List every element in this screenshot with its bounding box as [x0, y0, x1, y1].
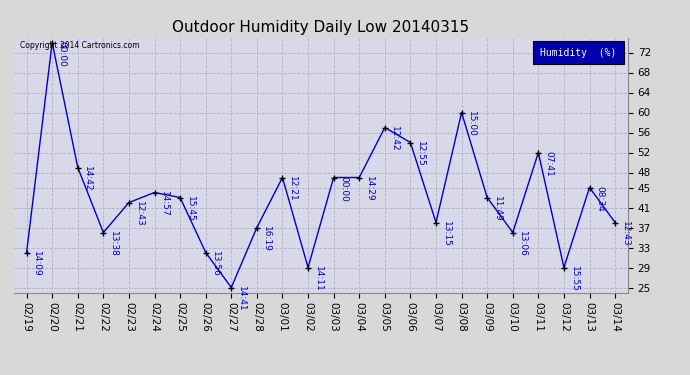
Text: 12:21: 12:21: [288, 176, 297, 202]
Text: 00:00: 00:00: [339, 176, 348, 202]
Text: 11:49: 11:49: [493, 196, 502, 222]
Text: 15:45: 15:45: [186, 196, 195, 222]
Text: 14:29: 14:29: [365, 176, 374, 202]
Text: 12:43: 12:43: [135, 201, 144, 227]
Text: 14:09: 14:09: [32, 251, 41, 277]
Text: 16:19: 16:19: [262, 226, 271, 252]
Text: 08:34: 08:34: [595, 186, 604, 212]
Text: 12:55: 12:55: [416, 141, 425, 167]
Text: 14:11: 14:11: [314, 266, 323, 292]
Text: 12:43: 12:43: [621, 221, 630, 247]
Text: 15:55: 15:55: [569, 266, 578, 292]
Text: 15:00: 15:00: [467, 111, 476, 137]
Text: 14:42: 14:42: [83, 166, 92, 192]
Text: Humidity  (%): Humidity (%): [540, 48, 616, 58]
Text: 12:42: 12:42: [391, 126, 400, 152]
Text: 00:00: 00:00: [58, 41, 67, 67]
Text: 13:56: 13:56: [211, 251, 220, 277]
FancyBboxPatch shape: [533, 41, 624, 64]
Text: 13:06: 13:06: [518, 231, 527, 257]
Text: 13:38: 13:38: [109, 231, 118, 257]
Text: Copyright 2014 Cartronics.com: Copyright 2014 Cartronics.com: [20, 41, 139, 50]
Text: 13:15: 13:15: [442, 221, 451, 247]
Title: Outdoor Humidity Daily Low 20140315: Outdoor Humidity Daily Low 20140315: [172, 20, 469, 35]
Text: 07:41: 07:41: [544, 151, 553, 177]
Text: 14:41: 14:41: [237, 286, 246, 312]
Text: 14:57: 14:57: [160, 191, 169, 217]
